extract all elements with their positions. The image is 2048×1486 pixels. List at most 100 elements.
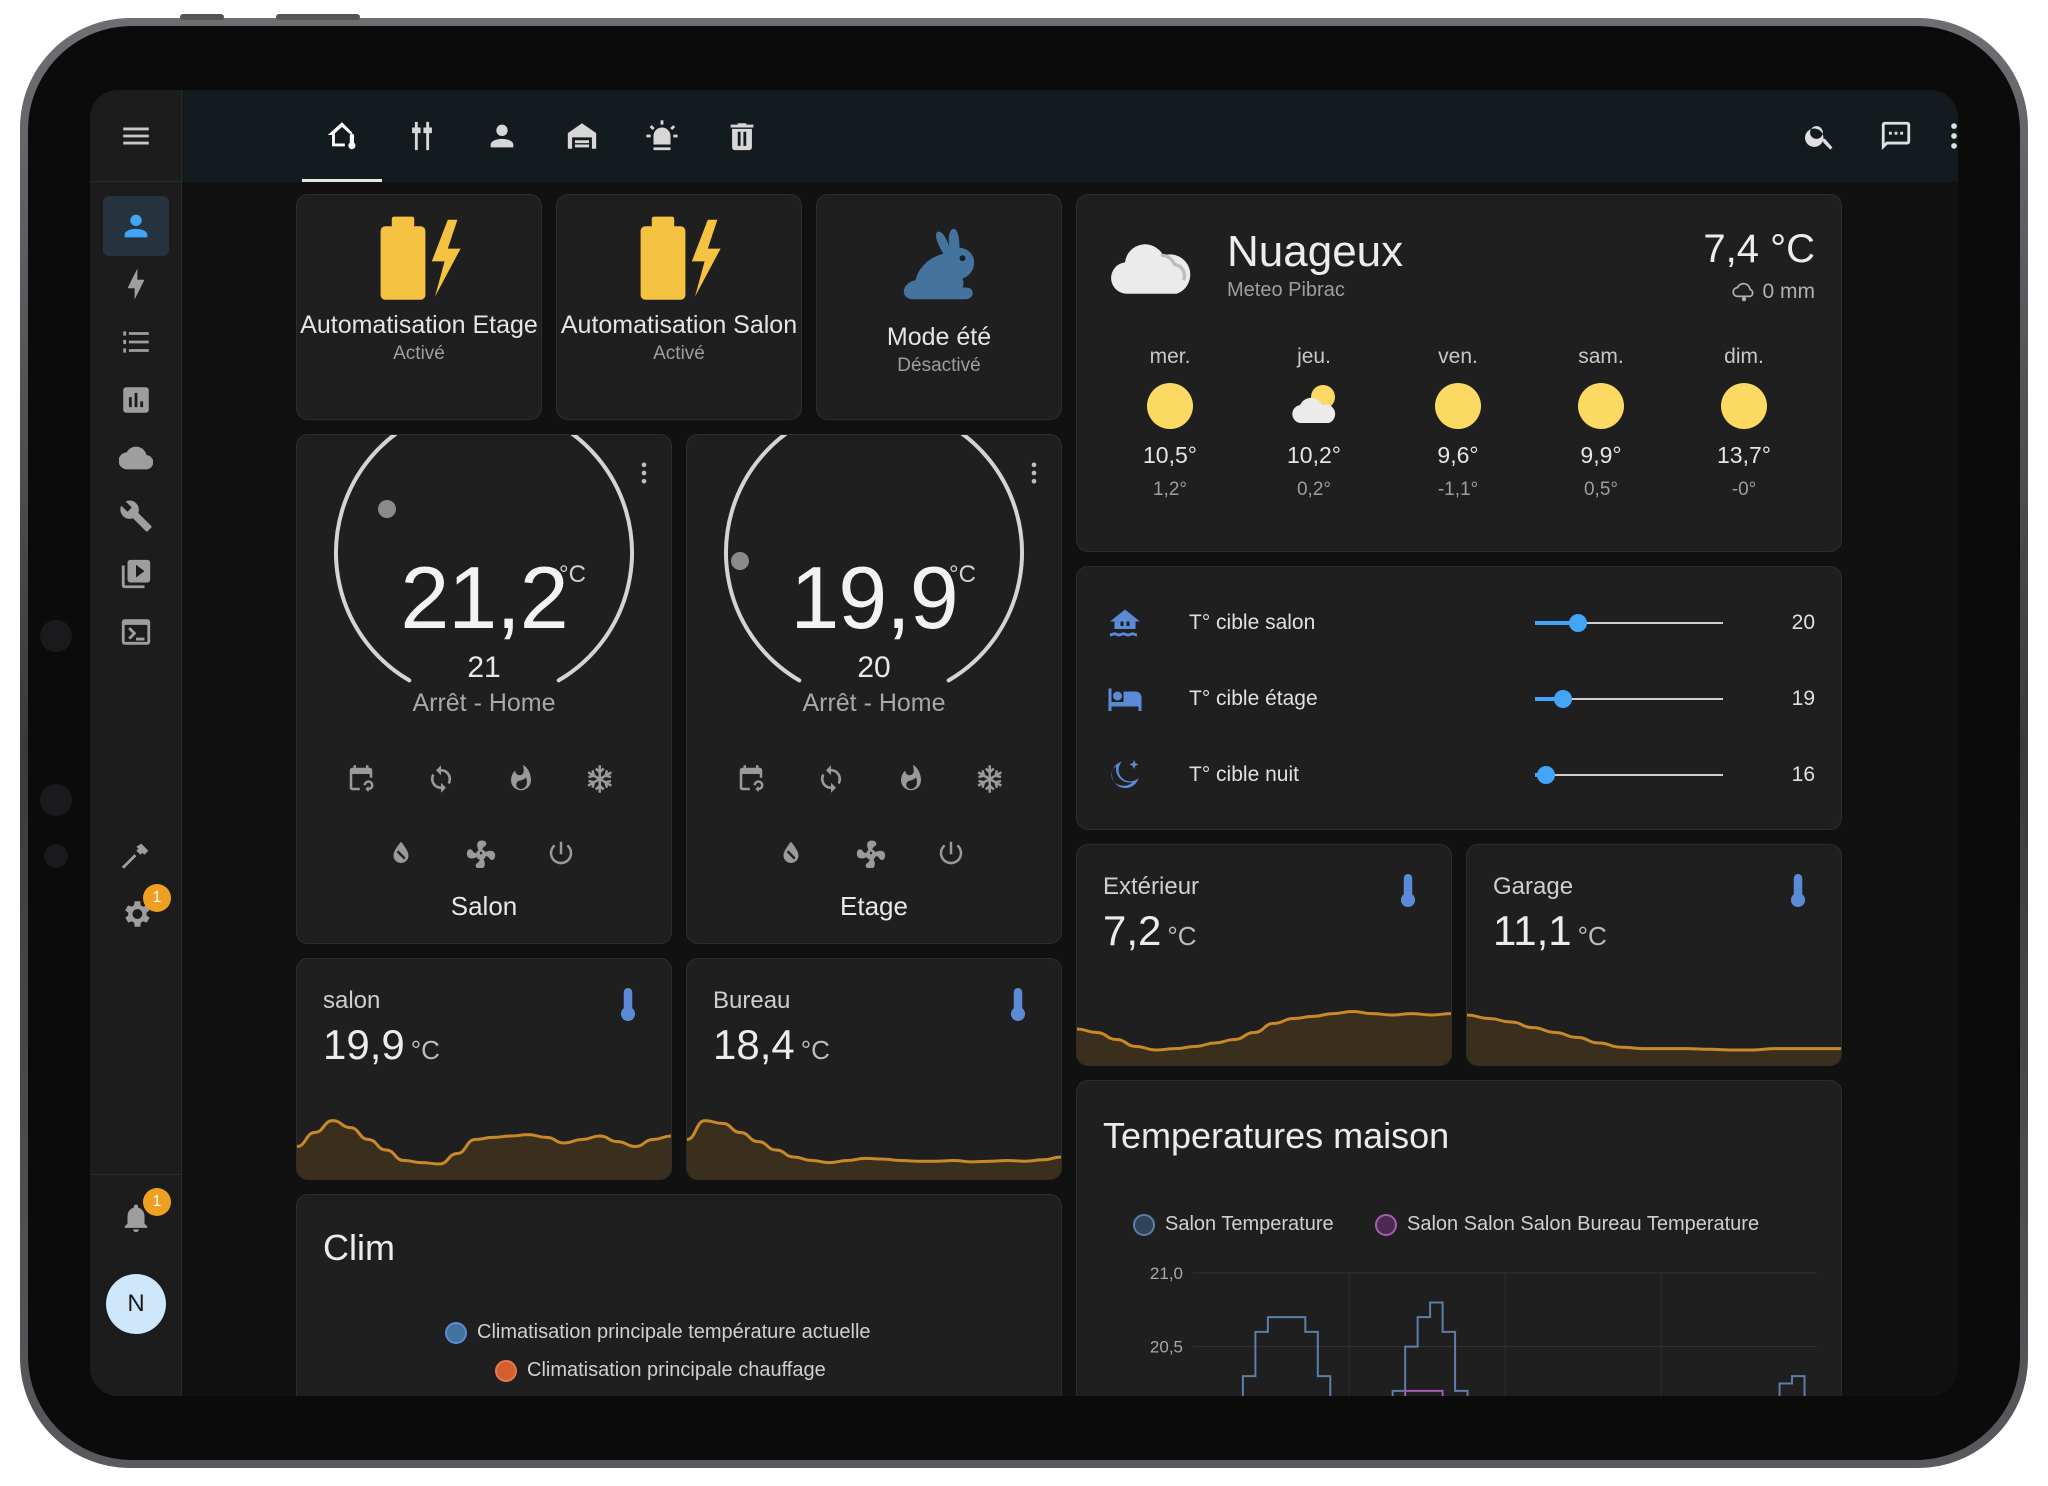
sidebar-item-media[interactable]: [103, 544, 169, 604]
slider-knob[interactable]: [1569, 614, 1588, 632]
forecast-day-label: jeu.: [1297, 345, 1331, 368]
temperature-unit: °C: [949, 561, 976, 588]
heat-mode-button[interactable]: [499, 757, 543, 801]
cool-mode-button[interactable]: [969, 757, 1013, 801]
dots-vertical-icon: [641, 462, 647, 484]
tab-alarm[interactable]: [622, 90, 702, 182]
thermostat-menu-button[interactable]: [1019, 453, 1049, 493]
sparkline-line: [1467, 1013, 1841, 1052]
sidebar-item-cloud[interactable]: [103, 428, 169, 488]
sensor-card-salon[interactable]: salon 19,9 °C: [296, 958, 672, 1180]
menu-icon[interactable]: [119, 119, 153, 153]
sensor-value-number: 18,4: [713, 1021, 795, 1068]
slider-track[interactable]: [1535, 774, 1723, 776]
thermostat-dial[interactable]: [297, 435, 672, 725]
schedule-mode-button[interactable]: [339, 757, 383, 801]
setpoint-row-etage: T° cible étage 19: [1077, 669, 1841, 729]
weather-condition: Nuageux: [1227, 227, 1404, 276]
sensor-card-bureau[interactable]: Bureau 18,4 °C: [686, 958, 1062, 1180]
sensor-card-exterieur[interactable]: Extérieur 7,2 °C: [1076, 844, 1452, 1066]
settings-badge: 1: [143, 884, 171, 912]
sync-icon: [820, 765, 842, 793]
legend-item[interactable]: Salon Temperature: [1133, 1213, 1334, 1236]
temperature-sparkline: [687, 1119, 1061, 1179]
sensor-title: Garage: [1493, 873, 1574, 900]
sidebar-item-overview[interactable]: [103, 196, 169, 256]
sensor-card-garage[interactable]: Garage 11,1 °C: [1466, 844, 1842, 1066]
chart-box-icon: [123, 387, 149, 413]
slider-track[interactable]: [1535, 622, 1723, 624]
forecast-high: 13,7°: [1717, 442, 1771, 468]
forecast-low: 0,5°: [1583, 479, 1618, 500]
legend-label: Climatisation principale température act…: [477, 1321, 871, 1343]
legend-item[interactable]: Salon Salon Salon Bureau Temperature: [1375, 1213, 1759, 1236]
weather-precipitation: 0 mm: [1731, 279, 1815, 305]
sync-icon: [430, 765, 452, 793]
sidebar-item-logbook[interactable]: [103, 312, 169, 372]
sunny-icon: [1721, 383, 1767, 429]
sidebar-item-energy[interactable]: [103, 254, 169, 314]
cloudy-icon: [1111, 244, 1191, 294]
dry-mode-button[interactable]: [769, 831, 813, 875]
sidebar-menu-toggle[interactable]: [90, 90, 181, 182]
power-button[interactable]: [929, 831, 973, 875]
slider-knob[interactable]: [1537, 766, 1556, 784]
sidebar-item-developer[interactable]: [103, 826, 169, 886]
fan-mode-button[interactable]: [849, 831, 893, 875]
temperatures-line-chart[interactable]: 21,020,520,0: [1077, 1255, 1842, 1396]
auto-mode-button[interactable]: [419, 757, 463, 801]
thermostat-name: Salon: [450, 891, 518, 921]
search-button[interactable]: [1782, 90, 1858, 182]
auto-mode-button[interactable]: [809, 757, 853, 801]
sidebar-item-notifications[interactable]: 1: [103, 1188, 171, 1248]
tab-trash[interactable]: [702, 90, 782, 182]
sidebar-item-terminal[interactable]: [103, 602, 169, 662]
format-list-icon: [123, 331, 149, 353]
automation-salon-button[interactable]: Automatisation Salon Activé: [556, 194, 802, 420]
legend-item[interactable]: Climatisation principale température act…: [445, 1321, 871, 1344]
fan-mode-button[interactable]: [459, 831, 503, 875]
dry-mode-button[interactable]: [379, 831, 423, 875]
thermostat-salon-card: 21,2 °C 21 Arrêt - Home Salon: [296, 434, 672, 944]
assist-button[interactable]: [1858, 90, 1934, 182]
setpoint-row-salon: T° cible salon 20: [1077, 593, 1841, 653]
sidebar-item-settings[interactable]: 1: [103, 884, 171, 944]
battery-charging-icon: [640, 216, 721, 300]
series-line-bureau-temperature: [1404, 1389, 1444, 1396]
automation-etage-button[interactable]: Automatisation Etage Activé: [296, 194, 542, 420]
legend-label: Salon Salon Salon Bureau Temperature: [1407, 1213, 1760, 1235]
thermostat-etage-card: 19,9 °C 20 Arrêt - Home Etage: [686, 434, 1062, 944]
avatar[interactable]: N: [106, 1274, 166, 1334]
temperature-sparkline: [1077, 1009, 1451, 1065]
console-icon: [121, 619, 151, 645]
sidebar-item-tools[interactable]: [103, 486, 169, 546]
cool-mode-button[interactable]: [579, 757, 623, 801]
legend-label: Salon Temperature: [1165, 1213, 1334, 1235]
thermostat-menu-button[interactable]: [629, 453, 659, 493]
sparkline-line: [1077, 1009, 1451, 1052]
heat-mode-button[interactable]: [889, 757, 933, 801]
tab-tools[interactable]: [382, 90, 462, 182]
thermostat-dial[interactable]: [687, 435, 1062, 725]
mode-ete-button[interactable]: Mode été Désactivé: [816, 194, 1062, 420]
slider-knob[interactable]: [1554, 690, 1573, 708]
tab-garage[interactable]: [542, 90, 622, 182]
sparkline-line: [297, 1119, 671, 1166]
power-button[interactable]: [539, 831, 583, 875]
wrench-icon: [120, 500, 152, 532]
legend-item[interactable]: Climatisation principale chauffage: [495, 1359, 826, 1382]
top-button: [276, 14, 360, 20]
temperature-unit: °C: [559, 561, 586, 588]
weather-card[interactable]: Nuageux Meteo Pibrac 7,4 °C 0 mm mer. 10…: [1076, 194, 1842, 552]
current-temperature: 19,9: [790, 548, 958, 647]
button-state: Désactivé: [897, 355, 981, 376]
tab-person[interactable]: [462, 90, 542, 182]
snowflake-icon: [977, 765, 1002, 793]
button-name: Mode été: [886, 323, 992, 351]
more-button[interactable]: [1934, 90, 1958, 182]
sidebar-item-history[interactable]: [103, 370, 169, 430]
slider-track[interactable]: [1535, 698, 1723, 700]
schedule-mode-button[interactable]: [729, 757, 773, 801]
sensor-title: Extérieur: [1103, 873, 1200, 900]
tab-home-thermo[interactable]: [302, 90, 382, 182]
